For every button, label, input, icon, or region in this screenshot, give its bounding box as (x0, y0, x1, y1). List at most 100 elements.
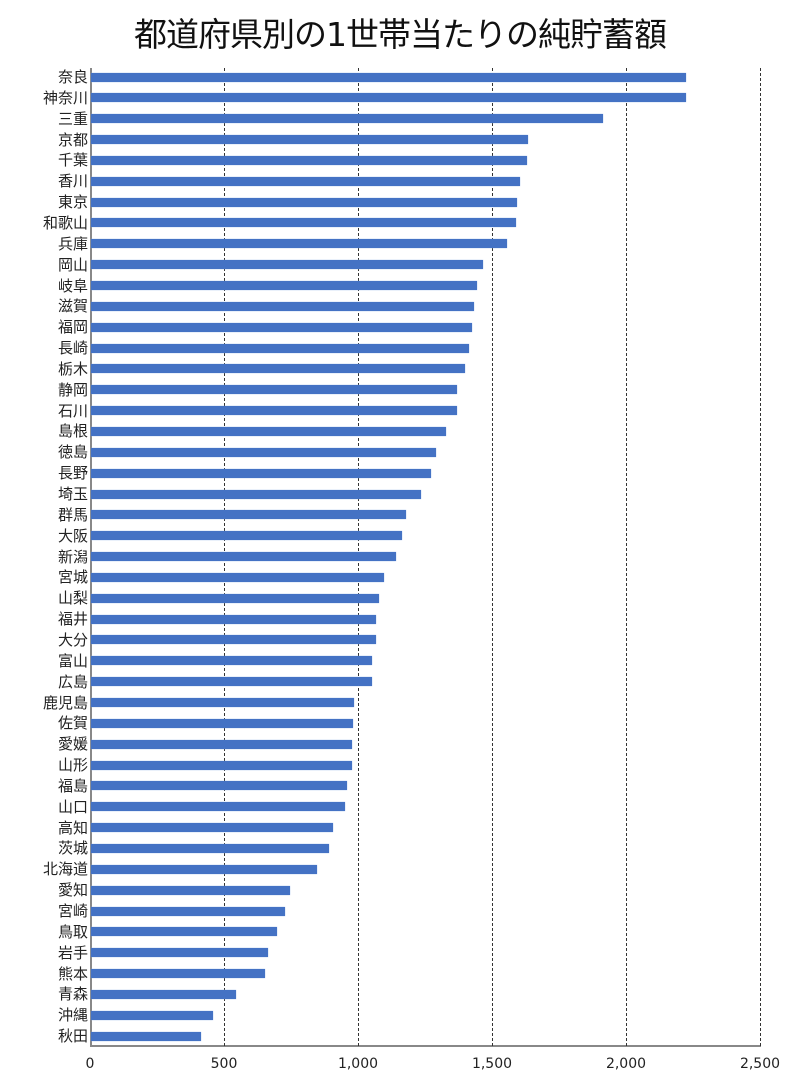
y-category-label: 大阪 (57, 526, 88, 545)
x-tick-label: 2,000 (605, 1056, 647, 1072)
y-category-label: 静岡 (57, 380, 88, 399)
bar (91, 197, 518, 207)
y-category-label: 島根 (57, 422, 88, 441)
y-category-label: 岩手 (57, 943, 88, 962)
y-category-label: 青森 (57, 985, 88, 1004)
y-category-label: 山梨 (57, 589, 88, 608)
y-category-label: 熊本 (57, 964, 88, 983)
y-category-label: 宮城 (57, 568, 88, 587)
bar (91, 885, 291, 895)
plot-area (90, 68, 761, 1047)
bar (91, 301, 474, 311)
bar (91, 281, 477, 290)
chart-title: 都道府県別の1世帯当たりの純貯蓄額 (134, 15, 667, 54)
y-category-label: 佐賀 (57, 714, 88, 733)
bar (91, 864, 317, 874)
bar (91, 364, 465, 374)
y-category-label: 大分 (57, 630, 88, 649)
y-category-label: 山口 (57, 797, 88, 816)
bar (91, 948, 268, 958)
y-category-label: 山形 (57, 756, 88, 775)
y-category-label: 広島 (57, 672, 88, 691)
y-category-label: 福島 (57, 776, 88, 795)
bar (91, 468, 432, 478)
bar (91, 176, 521, 186)
bar (91, 93, 686, 103)
bar (91, 989, 236, 999)
bar (91, 635, 376, 645)
bar (91, 155, 528, 165)
y-category-label: 富山 (57, 651, 88, 670)
bar (91, 260, 484, 270)
y-category-label: 宮崎 (57, 902, 88, 920)
gridline (760, 68, 761, 1046)
bar (91, 239, 507, 249)
y-category-label: 和歌山 (42, 213, 88, 232)
y-category-label: 愛媛 (57, 735, 88, 754)
y-category-label: 岡山 (57, 255, 88, 274)
bar (91, 843, 329, 853)
y-category-label: 秋田 (57, 1027, 88, 1046)
bar (91, 906, 286, 916)
bar (91, 760, 353, 770)
y-category-label: 岐阜 (57, 276, 88, 295)
y-category-label: 京都 (57, 130, 88, 149)
y-category-label: 香川 (57, 172, 88, 191)
bar (91, 531, 402, 541)
bar (91, 135, 529, 145)
y-category-label: 沖縄 (57, 1006, 88, 1025)
bar (91, 426, 447, 436)
y-category-label: 千葉 (57, 151, 88, 170)
y-category-label: 長野 (57, 464, 88, 483)
bar (91, 969, 265, 979)
bar (91, 614, 376, 624)
gridline (492, 68, 493, 1046)
bar (91, 927, 277, 937)
gridline (626, 68, 627, 1046)
y-category-label: 徳島 (57, 443, 88, 462)
y-category-label: 三重 (57, 109, 88, 128)
y-category-label: 埼玉 (57, 485, 88, 503)
y-category-label: 愛知 (57, 881, 88, 900)
y-category-label: 福井 (57, 610, 88, 629)
y-category-label: 福岡 (57, 318, 88, 337)
y-category-label: 新潟 (57, 547, 88, 566)
x-tick-label: 0 (85, 1056, 95, 1072)
bar (91, 656, 373, 666)
y-category-label: 兵庫 (57, 234, 88, 253)
bar (91, 114, 603, 124)
bar (91, 447, 436, 457)
bar (91, 823, 333, 833)
y-category-label: 北海道 (42, 860, 88, 879)
bar (91, 322, 473, 332)
y-category-label: 鳥取 (57, 922, 88, 941)
y-category-label: 茨城 (57, 839, 88, 858)
bar (91, 802, 346, 812)
bar (91, 72, 686, 82)
bar (91, 1010, 213, 1020)
y-category-label: 神奈川 (42, 88, 88, 107)
x-tick-label: 1,000 (337, 1056, 379, 1072)
y-category-label: 石川 (57, 401, 88, 420)
x-tick-label: 2,500 (739, 1056, 781, 1072)
bar (91, 781, 347, 791)
bar (91, 698, 354, 707)
y-category-label: 鹿児島 (42, 693, 88, 712)
bar (91, 739, 353, 749)
y-category-label: 高知 (57, 818, 88, 837)
bar (91, 510, 406, 520)
y-category-label: 栃木 (57, 359, 88, 378)
y-category-label: 東京 (57, 193, 88, 212)
bar (91, 718, 354, 728)
bar (91, 218, 517, 228)
bar (91, 572, 384, 582)
bar (91, 385, 458, 395)
bar (91, 1031, 201, 1041)
x-tick-label: 1,500 (471, 1056, 513, 1072)
bar (91, 343, 469, 353)
bar (91, 406, 458, 416)
y-category-label: 滋賀 (57, 297, 88, 316)
bar (91, 677, 373, 687)
x-tick-label: 500 (210, 1056, 238, 1072)
y-category-label: 群馬 (57, 505, 88, 524)
